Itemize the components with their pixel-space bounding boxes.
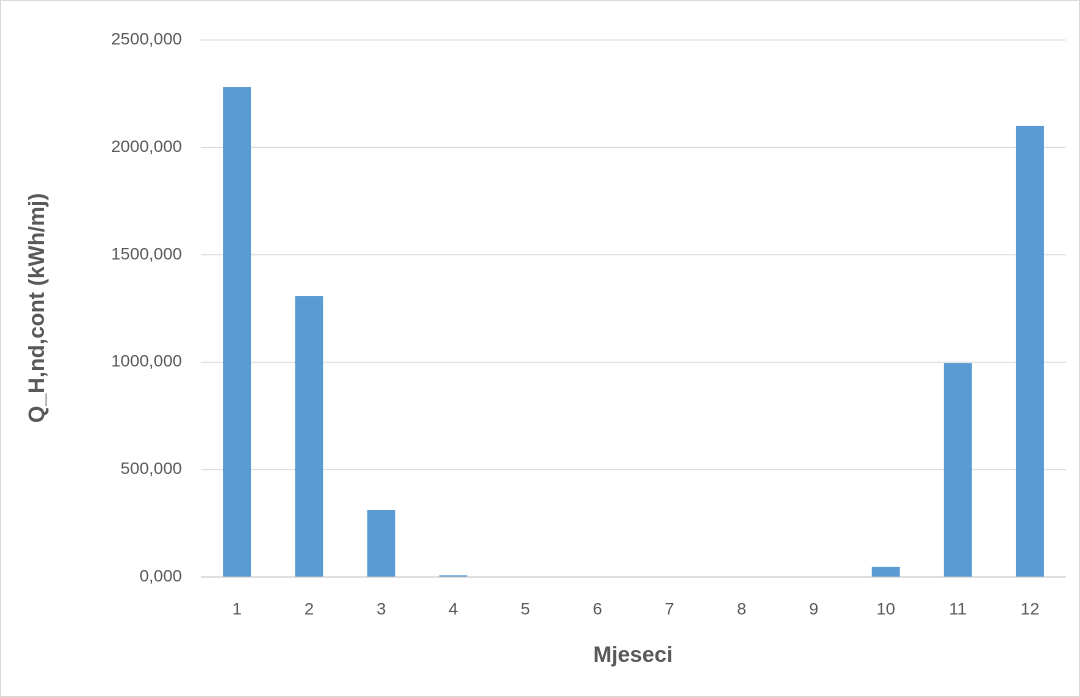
x-tick-label: 1 [232, 599, 241, 618]
x-tick-label: 11 [949, 599, 967, 618]
y-tick-label: 1500,000 [111, 244, 182, 263]
bar [1015, 125, 1044, 578]
x-tick-label: 5 [521, 599, 530, 618]
bar [367, 509, 396, 577]
x-tick-label: 12 [1020, 599, 1039, 618]
y-tick-label: 500,000 [121, 459, 182, 478]
x-axis-title: Mjeseci [593, 642, 673, 667]
x-tick-label: 9 [809, 599, 818, 618]
y-axis-title: Q_H,nd,cont (kWh/mj) [24, 193, 49, 423]
y-tick-label: 1000,000 [111, 352, 182, 371]
x-tick-label: 10 [876, 599, 895, 618]
y-tick-label: 0,000 [139, 566, 182, 585]
x-tick-label: 6 [593, 599, 602, 618]
bar [439, 575, 468, 577]
y-tick-label: 2500,000 [111, 29, 182, 48]
bar [295, 296, 324, 577]
x-tick-label: 2 [304, 599, 313, 618]
bar [871, 566, 900, 577]
x-tick-label: 4 [449, 599, 458, 618]
x-tick-label: 3 [376, 599, 385, 618]
x-tick-label: 8 [737, 599, 746, 618]
bar [943, 363, 972, 577]
bar [223, 87, 252, 577]
y-tick-label: 2000,000 [111, 137, 182, 156]
x-tick-label: 7 [665, 599, 674, 618]
